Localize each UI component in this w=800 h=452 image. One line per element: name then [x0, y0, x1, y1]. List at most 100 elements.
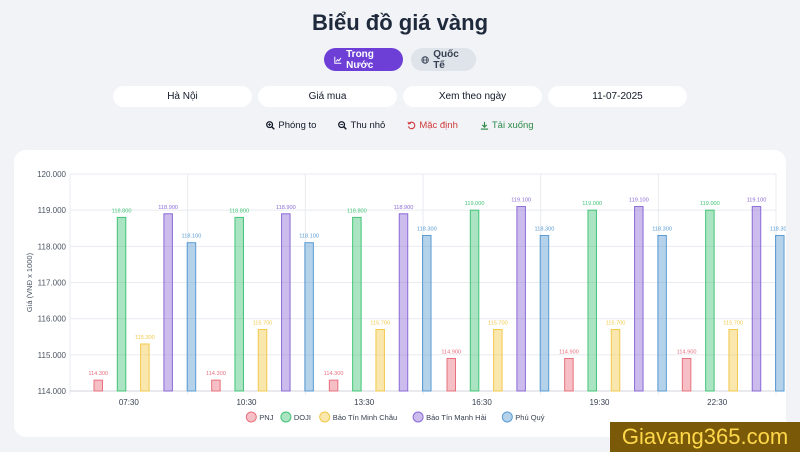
x-tick-label: 10:30: [236, 398, 257, 407]
legend-label: Bảo Tín Mạnh Hải: [426, 413, 487, 422]
bar: [446, 357, 456, 392]
legend-label: Phú Quý: [515, 413, 544, 422]
bar: [211, 379, 221, 392]
data-label: 119.000: [700, 201, 720, 207]
data-label: 114.300: [206, 371, 226, 377]
bar: [93, 379, 103, 392]
download-label: Tải xuống: [491, 120, 534, 131]
reset-icon: [407, 121, 416, 130]
chart-toolbar: Phóng to Thu nhỏ Mặc định Tải xuống: [0, 120, 800, 131]
zoom-out-icon: [338, 121, 348, 130]
tab-international[interactable]: Quốc Tế: [411, 48, 476, 71]
bar: [328, 379, 339, 392]
filter-bar: Hà Nội Giá mua Xem theo ngày 11-07-2025: [113, 86, 687, 107]
x-tick-label: 16:30: [472, 398, 493, 407]
data-label: 119.100: [629, 198, 649, 204]
data-label: 118.100: [299, 234, 319, 240]
x-tick-label: 13:30: [354, 398, 375, 407]
bar: [516, 206, 526, 392]
y-tick-label: 115.000: [38, 351, 67, 360]
view-mode-select[interactable]: Xem theo ngày: [403, 86, 542, 107]
data-label: 114.300: [88, 371, 108, 377]
bar: [163, 213, 173, 392]
bar-chart: 114.000 115.000 116.000 117.000 118.000 119.0…: [25, 170, 786, 423]
bar: [140, 343, 150, 392]
bar: [728, 329, 738, 392]
data-label: 118.900: [394, 205, 414, 211]
tab-domestic[interactable]: Trong Nước: [324, 48, 403, 71]
data-label: 118.100: [182, 234, 202, 240]
line-chart-icon: [334, 56, 342, 64]
price-type-select[interactable]: Giá mua: [258, 86, 397, 107]
x-tick-label: 19:30: [589, 398, 610, 407]
bar: [539, 234, 550, 392]
legend-label: DOJI: [294, 413, 311, 422]
data-label: 114.900: [559, 349, 579, 355]
download-button[interactable]: Tải xuống: [480, 120, 534, 131]
bar: [375, 329, 385, 392]
bar: [587, 209, 597, 392]
tab-domestic-label: Trong Nước: [346, 48, 374, 71]
zoom-out-label: Thu nhỏ: [350, 120, 386, 131]
data-label: 115.700: [370, 321, 390, 327]
data-label: 115.300: [135, 335, 155, 341]
data-label: 115.700: [606, 321, 626, 327]
data-label: 118.800: [112, 208, 132, 214]
legend-label: PNJ: [259, 413, 273, 422]
bar: [186, 242, 197, 392]
y-tick-label: 119.000: [38, 206, 67, 215]
y-tick-label: 117.000: [38, 279, 67, 288]
zoom-out-button[interactable]: Thu nhỏ: [338, 120, 385, 131]
zoom-in-label: Phóng to: [278, 120, 317, 131]
x-tick-label: 22:30: [707, 398, 728, 407]
legend-swatch: [412, 411, 424, 423]
download-icon: [480, 121, 488, 130]
chart-card: 114.000 115.000 116.000 117.000 118.000 119.0…: [14, 150, 786, 437]
bar: [257, 329, 268, 392]
tab-international-label: Quốc Tế: [433, 48, 459, 71]
y-tick-label: 114.000: [38, 387, 67, 396]
globe-icon: [421, 55, 429, 64]
bar: [398, 213, 409, 392]
data-label: 118.300: [770, 226, 786, 232]
bar: [469, 209, 480, 392]
data-label: 114.900: [677, 349, 697, 355]
data-label: 119.100: [511, 198, 531, 204]
bar: [564, 357, 574, 392]
bar: [493, 329, 503, 392]
y-tick-label: 120.000: [37, 170, 66, 179]
bar: [116, 216, 127, 392]
data-label: 119.100: [747, 198, 767, 204]
bar: [751, 206, 762, 392]
bar: [234, 216, 244, 392]
data-label: 115.700: [488, 321, 508, 327]
data-label: 118.300: [535, 226, 555, 232]
bar: [281, 213, 291, 392]
bar: [352, 216, 362, 392]
data-label: 118.800: [229, 208, 249, 214]
page-title: Biểu đồ giá vàng: [311, 10, 489, 35]
y-tick-label: 116.000: [38, 315, 67, 324]
bar: [422, 234, 432, 392]
data-label: 115.700: [253, 321, 273, 327]
market-tabs: Trong Nước Quốc Tế: [0, 48, 800, 71]
bar: [681, 357, 692, 392]
zoom-in-button[interactable]: Phóng to: [266, 120, 316, 131]
bar: [705, 209, 715, 392]
data-label: 118.900: [158, 205, 178, 211]
data-label: 118.300: [652, 226, 672, 232]
zoom-in-icon: [266, 121, 276, 130]
legend-swatch: [245, 411, 257, 423]
data-label: 119.000: [582, 201, 602, 207]
bar: [775, 234, 785, 392]
data-label: 118.300: [417, 226, 437, 232]
data-label: 115.700: [723, 321, 743, 327]
region-select[interactable]: Hà Nội: [113, 86, 252, 107]
bar: [657, 234, 667, 392]
x-tick-label: 07:30: [119, 398, 140, 407]
date-picker[interactable]: 11-07-2025: [548, 86, 687, 107]
y-tick-label: 118.000: [38, 242, 67, 251]
legend-label: Bảo Tín Minh Châu: [333, 413, 397, 422]
reset-button[interactable]: Mặc định: [407, 120, 458, 131]
legend-swatch: [319, 411, 331, 423]
